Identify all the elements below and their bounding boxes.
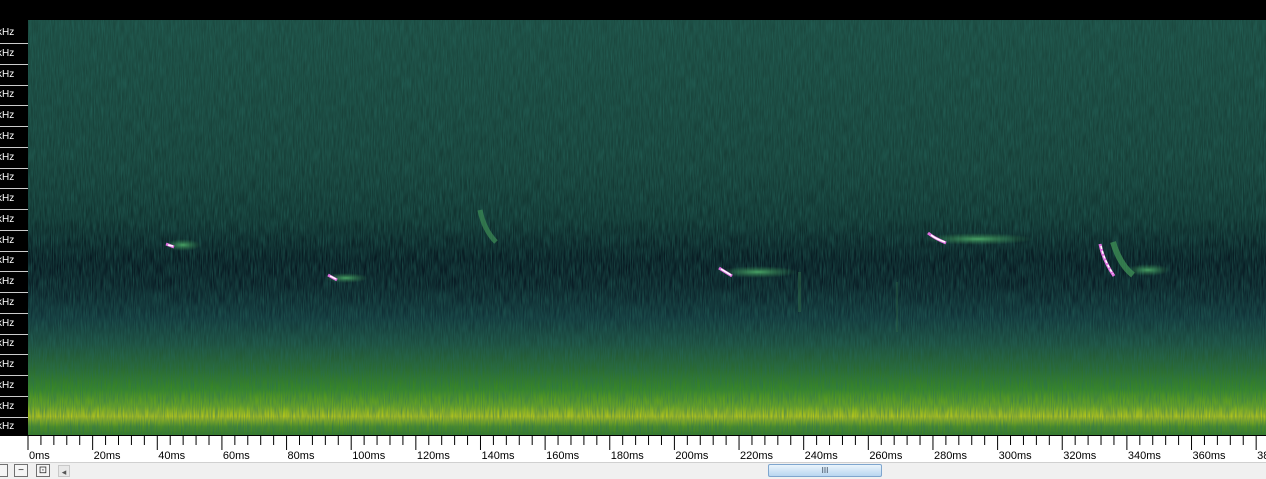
frequency-tick-label: kHz	[0, 66, 28, 86]
time-tick-label: 140ms	[481, 450, 515, 462]
zoom-out-button[interactable]: −	[14, 464, 28, 477]
echo-trace	[477, 209, 498, 244]
time-tick-label: 360ms	[1192, 450, 1226, 462]
frequency-tick-label: kHz	[0, 169, 28, 190]
frequency-tick-label: kHz	[0, 377, 28, 397]
time-tick-label: 20ms	[93, 450, 121, 462]
frequency-tick-label: kHz	[0, 273, 28, 293]
frequency-tick-label: kHz	[0, 107, 28, 127]
zoom-out-icon: −	[18, 465, 24, 476]
time-tick-label: 180ms	[610, 450, 644, 462]
noise-streak	[896, 282, 898, 332]
frequency-tick-label: kHz	[0, 294, 28, 314]
noise-streak	[798, 272, 801, 312]
time-tick-label: 380ms	[1257, 450, 1266, 462]
call-marker[interactable]	[165, 242, 175, 249]
frequency-tick-label: kHz	[0, 232, 28, 252]
call-marker[interactable]	[327, 273, 338, 282]
time-tick-label: 260ms	[869, 450, 903, 462]
echo-trace	[923, 233, 1033, 245]
time-tick-label: 0ms	[29, 450, 50, 462]
time-tick-label: 240ms	[804, 450, 838, 462]
time-tick-label: 80ms	[287, 450, 315, 462]
call-marker[interactable]	[718, 266, 733, 278]
time-tick-label: 100ms	[352, 450, 386, 462]
time-tick-label: 40ms	[158, 450, 186, 462]
echo-trace	[1126, 264, 1170, 276]
frequency-tick-label: kHz	[0, 45, 28, 65]
frequency-tick-label: kHz	[0, 86, 28, 107]
time-axis-ticks	[27, 436, 1257, 450]
bottom-toolbar: − ⊡ ◂ III	[0, 462, 1266, 479]
frequency-tick-label: kHz	[0, 149, 28, 169]
frequency-tick-label: kHz	[0, 211, 28, 231]
call-marker[interactable]	[927, 231, 947, 245]
echo-trace	[718, 266, 798, 278]
time-tick-label: 220ms	[740, 450, 774, 462]
time-tick-label: 60ms	[222, 450, 250, 462]
scroll-grip-icon: III	[821, 466, 829, 475]
spectrogram-grain	[28, 20, 1266, 435]
frequency-axis: kHzkHzkHzkHzkHzkHzkHzkHzkHzkHzkHzkHzkHzk…	[0, 20, 28, 439]
time-tick-label: 300ms	[998, 450, 1032, 462]
frequency-tick-label: kHz	[0, 190, 28, 210]
time-axis: 0ms 20ms 40ms 60ms 80ms 100ms 120ms 140ms 160ms 1…	[0, 435, 1266, 463]
time-tick-label: 120ms	[416, 450, 450, 462]
time-tick-label: 200ms	[675, 450, 709, 462]
zoom-fit-button[interactable]: ⊡	[36, 464, 50, 477]
zoom-fit-icon: ⊡	[38, 465, 48, 476]
top-bar	[0, 0, 1266, 20]
frequency-tick-label: kHz	[0, 356, 28, 376]
time-tick-label: 160ms	[546, 450, 580, 462]
echo-trace	[165, 239, 201, 251]
frequency-tick-label: kHz	[0, 315, 28, 335]
time-tick-label: 280ms	[933, 450, 967, 462]
time-tick-label: 340ms	[1127, 450, 1161, 462]
time-tick-label: 320ms	[1063, 450, 1097, 462]
horizontal-scroll-thumb[interactable]: III	[768, 464, 882, 477]
frequency-tick-label: kHz	[0, 24, 28, 44]
spectrogram-view[interactable]	[28, 20, 1266, 435]
zoom-handle[interactable]	[0, 464, 8, 477]
frequency-tick-label: kHz	[0, 252, 28, 273]
chevron-left-icon: ◂	[61, 467, 67, 477]
spectrogram-image	[28, 20, 1266, 435]
scroll-left-button[interactable]: ◂	[58, 465, 70, 477]
frequency-tick-label: kHz	[0, 335, 28, 356]
frequency-tick-label: kHz	[0, 398, 28, 418]
frequency-tick-label: kHz	[0, 128, 28, 148]
call-marker[interactable]	[1098, 243, 1116, 277]
